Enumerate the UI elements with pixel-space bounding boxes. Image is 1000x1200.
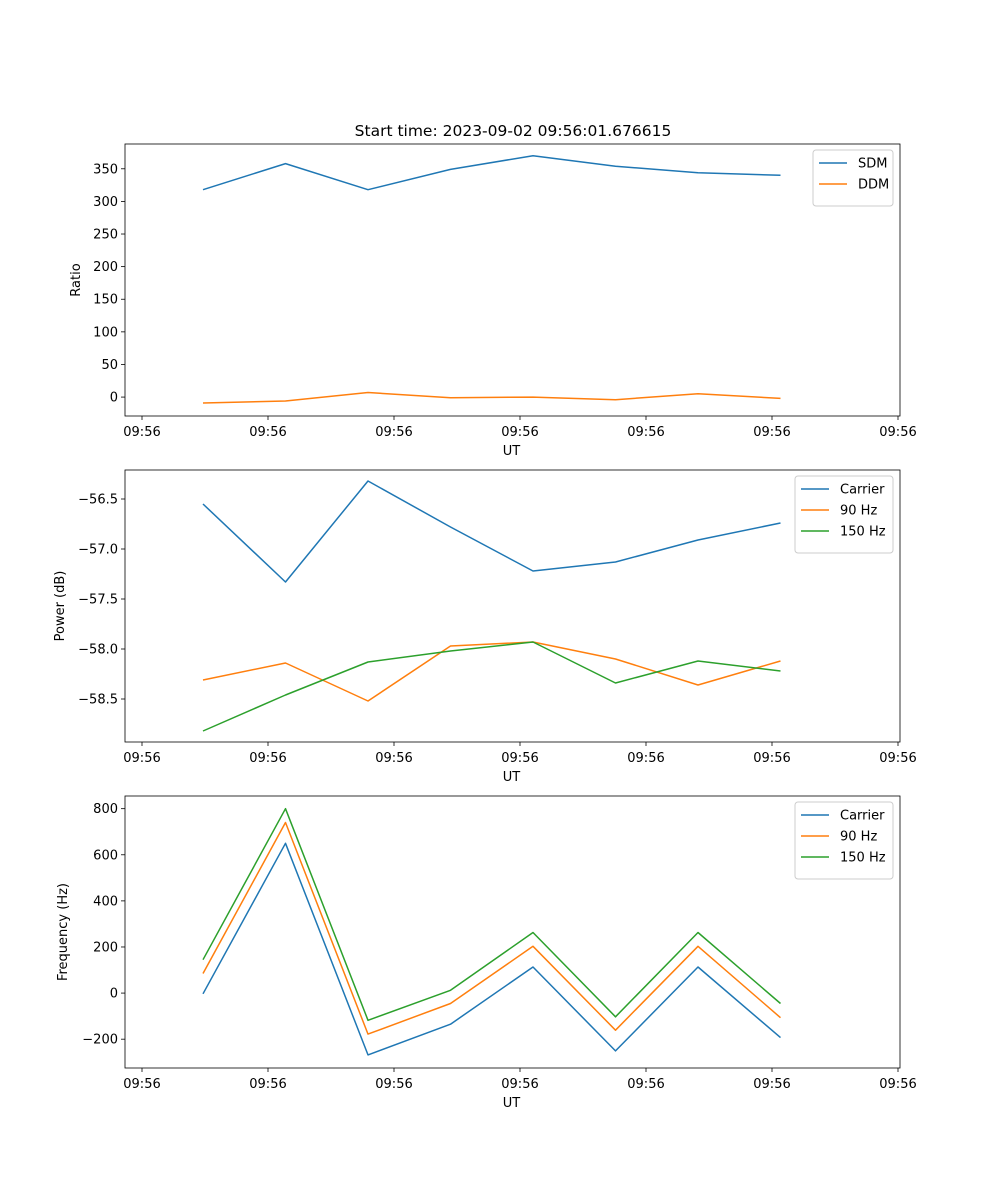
x-axis-label: UT xyxy=(503,1096,521,1111)
legend: SDM DDM xyxy=(812,149,894,207)
y-tick-label: −200 xyxy=(82,1033,118,1048)
x-tick-label: 09:56 xyxy=(501,751,538,766)
x-tick-label: 09:56 xyxy=(753,1077,790,1092)
y-axis-label: Ratio xyxy=(69,263,84,296)
ratio-panel: 09:56 09:56 09:56 09:56 09:56 09:56 09:56 UT 0 50… xyxy=(69,143,917,459)
x-tick-label: 09:56 xyxy=(249,751,286,766)
x-tick-label: 09:56 xyxy=(627,1077,664,1092)
x-tick-label: 09:56 xyxy=(627,751,664,766)
series-line-sdm xyxy=(202,154,781,191)
x-tick-label: 09:56 xyxy=(501,425,538,440)
y-tick-label: −58.0 xyxy=(78,643,118,658)
legend-label: SDM xyxy=(858,157,887,172)
x-tick-label: 09:56 xyxy=(627,425,664,440)
y-tick-label: −57.5 xyxy=(78,593,118,608)
series-line-90-hz xyxy=(202,641,781,702)
legend-label: Carrier xyxy=(840,809,885,824)
legend: Carrier 90 Hz 150 Hz xyxy=(794,475,894,554)
frequency-panel: 09:56 09:56 09:56 09:56 09:56 09:56 09:56 UT −20… xyxy=(56,795,917,1111)
x-tick-label: 09:56 xyxy=(879,425,916,440)
x-tick-label: 09:56 xyxy=(753,425,790,440)
x-axis-label: UT xyxy=(503,444,521,459)
legend-box xyxy=(812,149,894,207)
x-tick-label: 09:56 xyxy=(249,1077,286,1092)
axes-frame xyxy=(124,795,901,1069)
series-line-150-hz xyxy=(202,807,781,1022)
x-tick-label: 09:56 xyxy=(375,425,412,440)
y-tick-label: 0 xyxy=(110,987,118,1002)
series-line-carrier xyxy=(202,480,781,583)
y-tick-label: 150 xyxy=(93,293,118,308)
x-tick-label: 09:56 xyxy=(375,1077,412,1092)
legend-label: Carrier xyxy=(840,483,885,498)
y-tick-label: 50 xyxy=(101,358,118,373)
legend-label: 150 Hz xyxy=(840,851,886,866)
legend-label: DDM xyxy=(858,178,889,193)
axes-frame xyxy=(124,469,901,743)
x-tick-label: 09:56 xyxy=(123,1077,160,1092)
x-tick-label: 09:56 xyxy=(753,751,790,766)
x-tick-label: 09:56 xyxy=(123,751,160,766)
series-line-carrier xyxy=(202,842,781,1056)
y-tick-label: 200 xyxy=(93,940,118,955)
x-tick-label: 09:56 xyxy=(501,1077,538,1092)
legend-label: 150 Hz xyxy=(840,525,886,540)
y-tick-label: 350 xyxy=(93,162,118,177)
y-tick-label: −58.5 xyxy=(78,693,118,708)
legend-box xyxy=(794,475,894,554)
legend-label: 90 Hz xyxy=(840,504,877,519)
axes-frame xyxy=(124,143,901,417)
legend: Carrier 90 Hz 150 Hz xyxy=(794,801,894,880)
series-line-90-hz xyxy=(202,821,781,1035)
legend-box xyxy=(794,801,894,880)
y-tick-label: 600 xyxy=(93,848,118,863)
series-line-ddm xyxy=(202,391,781,404)
x-tick-label: 09:56 xyxy=(879,1077,916,1092)
y-tick-label: 0 xyxy=(110,391,118,406)
y-tick-label: 250 xyxy=(93,228,118,243)
x-axis-label: UT xyxy=(503,770,521,785)
x-tick-label: 09:56 xyxy=(249,425,286,440)
y-tick-label: 200 xyxy=(93,260,118,275)
y-axis-label: Power (dB) xyxy=(53,571,68,642)
y-tick-label: −57.0 xyxy=(78,543,118,558)
power-panel: 09:56 09:56 09:56 09:56 09:56 09:56 09:56 UT −58… xyxy=(53,469,917,785)
x-tick-label: 09:56 xyxy=(879,751,916,766)
y-axis-label: Frequency (Hz) xyxy=(56,883,71,981)
x-tick-label: 09:56 xyxy=(375,751,412,766)
y-tick-label: 400 xyxy=(93,894,118,909)
series-line-150-hz xyxy=(202,641,781,732)
y-tick-label: 300 xyxy=(93,195,118,210)
y-tick-label: 100 xyxy=(93,325,118,340)
x-tick-label: 09:56 xyxy=(123,425,160,440)
figure-title: Start time: 2023-09-02 09:56:01.676615 xyxy=(355,122,672,140)
y-tick-label: 800 xyxy=(93,802,118,817)
legend-label: 90 Hz xyxy=(840,830,877,845)
y-tick-label: −56.5 xyxy=(78,493,118,508)
